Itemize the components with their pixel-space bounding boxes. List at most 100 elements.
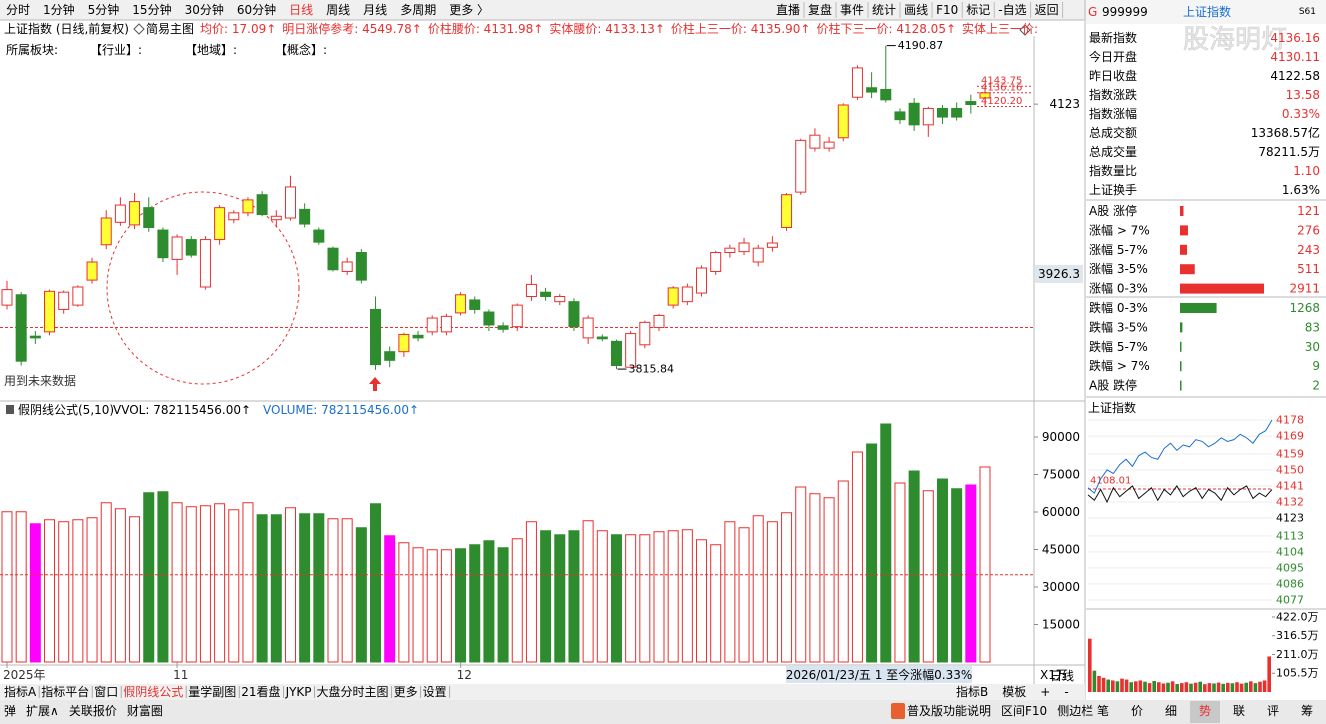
x-tick-label: 12 <box>457 668 472 682</box>
toolbar-tab[interactable]: 月线 <box>363 3 387 17</box>
candle-body <box>582 317 594 339</box>
indicator-tab[interactable]: - <box>1064 685 1068 699</box>
volume-bar <box>313 513 325 663</box>
period: 日线 <box>1050 669 1074 683</box>
sidebar-tab[interactable]: 筹 <box>1301 704 1313 718</box>
y-tick-label: 4141 <box>1276 479 1304 492</box>
watermark: 股海明灯 <box>1183 25 1287 55</box>
sidebar-tab[interactable]: 评 <box>1267 704 1279 718</box>
candle-body <box>809 134 821 149</box>
toolbar-tab[interactable]: 30分钟 <box>185 2 224 17</box>
indicator-tab[interactable]: + <box>1040 685 1050 699</box>
indicator-tab[interactable]: 指标平台 <box>41 684 89 699</box>
minute-volume-bar <box>1120 678 1124 692</box>
indicator-tab[interactable]: 21看盘 <box>241 684 280 699</box>
candle-body <box>639 321 651 346</box>
indicator-tab[interactable]: 大盘分时主图 <box>317 684 389 699</box>
sidebar-tab[interactable]: 细 <box>1165 704 1177 718</box>
indicator-tab[interactable]: 模板 <box>1002 685 1026 699</box>
sidebar-tab[interactable]: 笔 <box>1097 703 1109 718</box>
volume-bar <box>639 534 651 663</box>
volume-bar <box>525 521 537 663</box>
indicator-tab[interactable]: 假阴线公式 <box>123 685 183 699</box>
candle-body <box>936 107 948 118</box>
toolbar-tab[interactable]: 5分钟 <box>88 2 120 17</box>
sector-label: 【地域】: <box>185 43 237 57</box>
sidebar-tab[interactable]: 联 <box>1233 704 1245 718</box>
candle-body <box>653 314 665 329</box>
sidebar-tab[interactable]: 价 <box>1131 704 1143 718</box>
minute-volume-bar <box>1157 682 1161 692</box>
toolbar-tab[interactable]: 周线 <box>326 3 350 17</box>
candle-body <box>710 252 722 272</box>
minute-volume-bar <box>1262 680 1267 692</box>
status-item[interactable]: 区间F10 <box>1001 704 1047 718</box>
status-bar-bg <box>0 700 1326 724</box>
status-item[interactable]: 弹 <box>4 704 16 718</box>
volume-bar <box>355 527 367 663</box>
candle-body <box>29 335 41 339</box>
toolbar-button[interactable]: 直播 <box>776 3 800 17</box>
diamond-icon <box>133 23 145 35</box>
volume-bar <box>398 542 410 663</box>
status-item[interactable]: 普及版功能说明 <box>907 703 991 718</box>
toolbar-button[interactable]: 标记 <box>966 3 990 17</box>
header-item: 价柱腰价: 4131.98↑ <box>428 21 544 36</box>
indicator-tab[interactable]: 量学副图 <box>188 684 236 699</box>
toolbar-button[interactable]: 复盘 <box>808 2 832 17</box>
status-item[interactable]: 财富圈 <box>127 703 163 718</box>
stat-label: 总成交额 <box>1089 125 1137 140</box>
volume-bar <box>114 508 126 663</box>
volume-bar <box>596 530 608 663</box>
y-tick-label: 4104 <box>1276 545 1304 558</box>
toolbar-button[interactable]: 事件 <box>840 3 864 17</box>
volume-bar <box>242 502 254 663</box>
toolbar-tab[interactable]: 日线 <box>289 3 313 17</box>
candle-body <box>355 252 367 281</box>
indicator-tab[interactable]: 窗口 <box>94 685 118 699</box>
indicator-tab[interactable]: JYKP <box>285 685 312 699</box>
volume-bar <box>752 515 764 663</box>
indicator-tab[interactable]: 更多 <box>394 685 418 699</box>
indicator-tab[interactable]: 指标B <box>956 684 988 699</box>
status-item[interactable]: 扩展∧ <box>26 704 59 718</box>
toolbar-button[interactable]: 统计 <box>872 3 896 17</box>
candle-body <box>370 308 382 366</box>
candle-body <box>525 283 537 297</box>
candle-body <box>313 229 325 243</box>
app-icon <box>891 703 905 719</box>
candle-body <box>398 333 410 353</box>
status-box <box>786 666 972 683</box>
toolbar-tab[interactable]: 15分钟 <box>132 2 171 17</box>
sidebar-tab[interactable]: 势 <box>1199 704 1211 718</box>
mini-title: 上证指数 <box>1088 400 1136 415</box>
breadth-label: 涨幅 5-7% <box>1089 242 1148 257</box>
minute-volume-bar <box>1184 682 1189 692</box>
status-item[interactable]: 关联报价 <box>69 703 117 718</box>
toolbar-button[interactable]: 返回 <box>1035 3 1059 17</box>
indicator-tab[interactable]: 设置 <box>423 685 447 699</box>
toolbar-tab[interactable]: 分时 <box>6 3 30 17</box>
toolbar-tab[interactable]: 60分钟 <box>237 2 276 17</box>
stat-label: 昨日收盘 <box>1089 68 1137 83</box>
toolbar-tab[interactable]: 1分钟 <box>43 2 75 17</box>
status-item[interactable]: 侧边栏 <box>1057 703 1093 718</box>
volume-bar <box>497 547 509 663</box>
note: 用到未来数据 <box>4 373 76 388</box>
badge: S61 <box>1299 7 1316 17</box>
minute-volume-bar <box>1106 679 1110 692</box>
candle-body <box>327 247 339 271</box>
toolbar-button[interactable]: F10 <box>936 3 958 17</box>
toolbar-tab[interactable]: 多周期 <box>400 3 436 17</box>
candle-body <box>256 194 268 216</box>
breadth-value: 30 <box>1305 340 1320 354</box>
indicator-tab[interactable]: 指标A <box>4 684 37 699</box>
volume-bar <box>29 523 41 663</box>
toolbar-button[interactable]: -自选 <box>998 3 1026 17</box>
toolbar-button[interactable]: 画线 <box>904 3 928 17</box>
minute-volume-bar <box>1193 682 1198 692</box>
toolbar-tab[interactable]: 更多 〉 <box>449 3 489 17</box>
y-tick-label: 211.0万 <box>1276 648 1319 661</box>
stat-value: 0.33% <box>1282 107 1320 121</box>
volume-bar <box>781 512 793 663</box>
